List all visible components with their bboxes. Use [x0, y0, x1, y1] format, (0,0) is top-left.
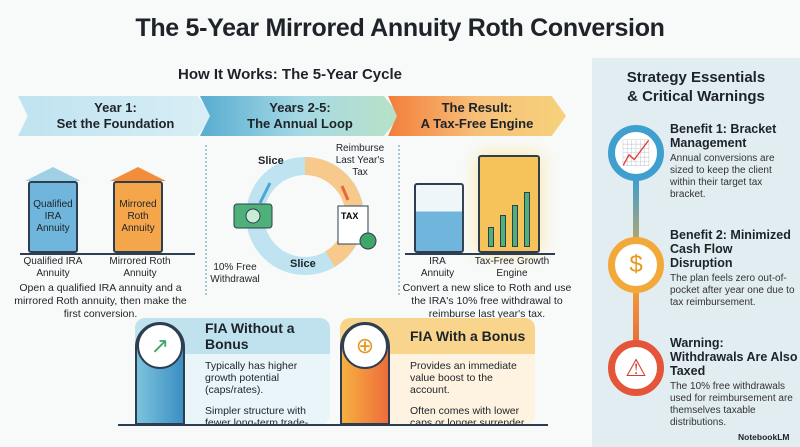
warning-icon: ⚠ [608, 340, 664, 396]
card-point: Simpler structure with fewer long-term t… [205, 405, 309, 425]
ground-line [20, 253, 195, 255]
roof-icon [25, 167, 81, 181]
card-point: Typically has higher growth potential (c… [205, 360, 298, 396]
building-text: Mirrored Roth Annuity [113, 181, 163, 253]
card-point: Often comes with lower caps or longer su… [410, 405, 525, 425]
year1-description: Open a qualified IRA annuity and a mirro… [14, 282, 187, 320]
essential-item: Benefit 2: Minimized Cash Flow Disruptio… [670, 228, 798, 309]
pillar: ⊕ [340, 322, 390, 425]
title-line: & Critical Warnings [627, 88, 765, 105]
annual-loop-diagram: TAX [233, 157, 377, 275]
step-title: The Annual Loop [247, 116, 353, 131]
pillar: ↗ [135, 322, 185, 425]
step-label: The Result: [441, 100, 513, 115]
ira-label: Qualified IRA Annuity [23, 256, 83, 279]
reimburse-label: Reimburse Last Year's Tax [335, 143, 385, 178]
item-text: Annual conversions are sized to keep the… [670, 153, 775, 200]
page-title: The 5-Year Mirrored Annuity Roth Convers… [135, 14, 665, 42]
arrow-icon [258, 182, 272, 204]
step-year1-banner: Year 1: Set the Foundation [18, 96, 213, 136]
step-label: Years 2-5: [269, 100, 331, 115]
ira-annuity-building [414, 183, 464, 253]
growth-arrow-icon: ↗ [137, 323, 183, 369]
item-title: Benefit 1: Bracket Management [670, 122, 777, 150]
step-title: A Tax-Free Engine [420, 116, 534, 131]
title-line: Strategy Essentials [626, 69, 766, 86]
tax-doc-label: TAX [341, 211, 358, 221]
slice-label-bottom: Slice [290, 258, 316, 270]
ground-line [405, 253, 555, 255]
ground-line [118, 424, 548, 426]
step-label: Year 1: [94, 100, 137, 115]
roof-icon [110, 167, 166, 181]
result-description: Convert a new slice to Roth and use the … [402, 282, 572, 320]
card-point: Provides an immediate value boost to the… [410, 360, 517, 396]
item-title: Benefit 2: Minimized Cash Flow Disruptio… [670, 228, 791, 270]
section-title: How It Works: The 5-Year Cycle [178, 66, 402, 83]
divider [398, 145, 400, 295]
ira-label: IRA Annuity [420, 256, 455, 279]
loop-ring-orange [304, 157, 364, 267]
engine-label: Tax-Free Growth Engine [474, 256, 550, 279]
slice-label-top: Slice [258, 155, 284, 167]
notebooklm-watermark: NotebookLM [738, 432, 790, 442]
withdrawal-label: 10% Free Withdrawal [210, 262, 260, 285]
essential-item: Warning: Withdrawals Are Also Taxed The 1… [670, 336, 798, 429]
ira-annuity-building: Qualified IRA Annuity [25, 167, 81, 253]
growth-engine-building [478, 155, 540, 253]
chart-scale-icon: 📈 [608, 125, 664, 181]
step-result-banner: The Result: A Tax-Free Engine [388, 96, 566, 136]
item-title: Warning: Withdrawals Are Also Taxed [670, 336, 798, 378]
roth-label: Mirrored Roth Annuity [109, 256, 171, 279]
dollar-coin-icon: $ [608, 237, 664, 293]
coins-plus-icon: ⊕ [342, 323, 388, 369]
essentials-title: Strategy Essentials & Critical Warnings [592, 68, 800, 106]
roth-annuity-building: Mirrored Roth Annuity [110, 167, 166, 253]
item-text: The 10% free withdrawals used for reimbu… [670, 381, 793, 428]
check-icon [359, 232, 377, 250]
step-title: Set the Foundation [56, 116, 175, 131]
arrow-icon [340, 185, 350, 201]
step-loop-banner: Years 2-5: The Annual Loop [200, 96, 400, 136]
item-text: The plan feels zero out-of-pocket after … [670, 273, 795, 308]
essential-item: Benefit 1: Bracket Management Annual conv… [670, 122, 798, 201]
building-text: Qualified IRA Annuity [28, 181, 78, 253]
divider [205, 145, 207, 295]
